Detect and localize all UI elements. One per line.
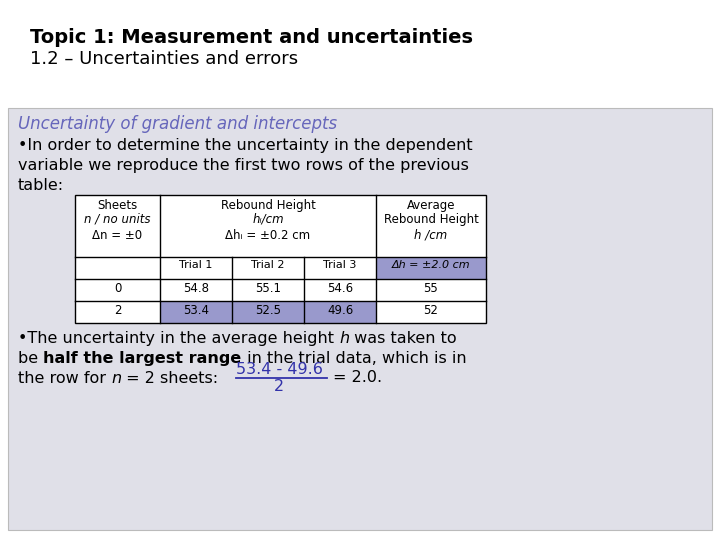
Text: 2: 2 <box>114 304 121 317</box>
Text: n / no units: n / no units <box>84 213 150 226</box>
Text: hᵢ/cm: hᵢ/cm <box>252 213 284 226</box>
Text: 55.1: 55.1 <box>255 282 281 295</box>
Text: Trial 3: Trial 3 <box>323 260 356 270</box>
Bar <box>75 195 486 323</box>
Text: 52.5: 52.5 <box>255 304 281 317</box>
Text: = 2 sheets:: = 2 sheets: <box>121 371 234 386</box>
Bar <box>304 301 376 323</box>
Text: table:: table: <box>18 178 64 193</box>
Text: the row for: the row for <box>18 371 111 386</box>
Text: 54.8: 54.8 <box>183 282 209 295</box>
Text: was taken to: was taken to <box>349 331 457 346</box>
Text: •In order to determine the uncertainty in the dependent: •In order to determine the uncertainty i… <box>18 138 472 153</box>
Text: n: n <box>111 371 121 386</box>
Text: 53.4: 53.4 <box>183 304 209 317</box>
Text: 55: 55 <box>423 282 438 295</box>
Text: Trial 2: Trial 2 <box>251 260 284 270</box>
Text: Uncertainty of gradient and intercepts: Uncertainty of gradient and intercepts <box>18 115 337 133</box>
Text: in the trial data, which is in: in the trial data, which is in <box>241 351 466 366</box>
Text: half the largest range: half the largest range <box>43 351 241 366</box>
Text: h: h <box>339 331 349 346</box>
Bar <box>376 257 486 279</box>
Bar <box>160 301 232 323</box>
Text: Rebound Height: Rebound Height <box>384 213 478 226</box>
Text: Topic 1: Measurement and uncertainties: Topic 1: Measurement and uncertainties <box>30 28 473 47</box>
Text: Δhᵢ = ±0.2 cm: Δhᵢ = ±0.2 cm <box>225 229 310 242</box>
Text: 54.6: 54.6 <box>327 282 353 295</box>
Text: 0: 0 <box>114 282 121 295</box>
Bar <box>232 301 304 323</box>
Text: Δh = ±2.0 cm: Δh = ±2.0 cm <box>392 260 470 270</box>
Text: variable we reproduce the first two rows of the previous: variable we reproduce the first two rows… <box>18 158 469 173</box>
Bar <box>8 108 712 530</box>
Text: •The uncertainty in the average height: •The uncertainty in the average height <box>18 331 339 346</box>
Text: h /cm: h /cm <box>415 229 448 242</box>
Bar <box>75 195 486 323</box>
Text: 52: 52 <box>423 304 438 317</box>
Text: 53.4 - 49.6: 53.4 - 49.6 <box>235 362 323 377</box>
Text: Average: Average <box>407 199 455 212</box>
Text: Rebound Height: Rebound Height <box>220 199 315 212</box>
Text: = 2.0.: = 2.0. <box>333 370 382 386</box>
Text: 49.6: 49.6 <box>327 304 353 317</box>
Text: 1.2 – Uncertainties and errors: 1.2 – Uncertainties and errors <box>30 50 298 68</box>
Text: Sheets: Sheets <box>97 199 138 212</box>
Text: be: be <box>18 351 43 366</box>
Text: 2: 2 <box>274 379 284 394</box>
Text: Δn = ±0: Δn = ±0 <box>92 229 143 242</box>
Text: Trial 1: Trial 1 <box>179 260 212 270</box>
